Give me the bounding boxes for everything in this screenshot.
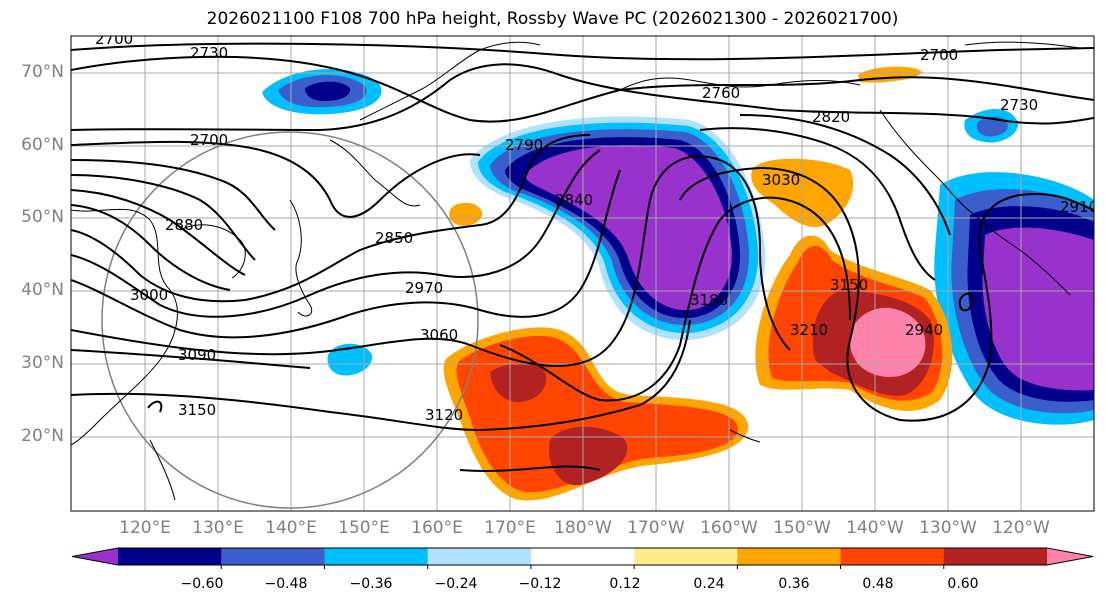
contour-labels: 2700 2730 2700 2760 2820 2700 2730 2790 … [95, 30, 1098, 424]
colorbar-bin [634, 548, 738, 565]
contour-label: 2820 [812, 108, 850, 126]
colorbar-tick-label: −0.24 [434, 576, 478, 592]
contour-label: 3150 [830, 276, 868, 294]
colorbar-bin [840, 548, 945, 565]
contour-label: 3120 [425, 406, 463, 424]
contour-label: 3060 [420, 326, 458, 344]
colorbar-tick-label: −0.48 [264, 576, 308, 592]
contour-label: 2850 [375, 229, 413, 247]
colorbar-bin [427, 548, 532, 565]
lat-label: 20°N [21, 426, 64, 446]
lon-label: 120°W [992, 518, 1050, 538]
colorbar-bin [221, 548, 325, 565]
colorbar-extend-low [72, 548, 118, 565]
colorbar-bin [530, 548, 635, 565]
colorbar-extend-high [1047, 548, 1093, 565]
colorbar-bin [943, 548, 1048, 565]
contour-label: 3090 [178, 346, 216, 364]
contour-label: 2700 [190, 131, 228, 149]
lon-label: 130°E [192, 518, 244, 538]
contour-label: 3150 [178, 401, 216, 419]
lon-label: 170°E [484, 518, 536, 538]
lon-label: 160°E [411, 518, 463, 538]
colorbar-tick-label: −0.36 [349, 576, 393, 592]
lat-label: 40°N [21, 280, 64, 300]
colorbar-bin [324, 548, 429, 565]
colorbar [71, 547, 1094, 569]
lon-label: 180°W [554, 518, 612, 538]
chart-title: 2026021100 F108 700 hPa height, Rossby W… [206, 9, 899, 29]
contour-label: 2760 [702, 84, 740, 102]
lon-label: 150°E [338, 518, 390, 538]
lat-label: 50°N [21, 207, 64, 227]
contour-label: 2730 [1000, 96, 1038, 114]
colorbar-tick-label: −0.12 [518, 576, 562, 592]
contour-label: 3180 [690, 291, 728, 309]
contour-label: 2700 [95, 30, 133, 48]
contour-label: 2970 [405, 279, 443, 297]
lon-label: 170°W [627, 518, 685, 538]
lon-label: 130°W [919, 518, 977, 538]
colorbar-tick-label: −0.60 [180, 576, 224, 592]
contour-label: 2700 [920, 46, 958, 64]
colorbar-tick-label: 0.48 [862, 576, 894, 592]
lon-label: 160°W [700, 518, 758, 538]
colorbar-tick-label: 0.60 [947, 576, 979, 592]
contour-label: 2910 [1060, 198, 1098, 216]
coastlines [71, 41, 1081, 501]
contour-label: 2940 [905, 321, 943, 339]
lat-label: 30°N [21, 353, 64, 373]
contour-label: 3030 [762, 171, 800, 189]
colorbar-bin [737, 548, 842, 565]
contour-label: 3210 [790, 321, 828, 339]
graticule [71, 36, 1094, 511]
map-frame [70, 35, 1095, 512]
lon-label: 120°E [119, 518, 171, 538]
height-contours [71, 42, 1094, 473]
colorbar-bin [118, 548, 222, 565]
lat-label: 70°N [21, 62, 64, 82]
lat-label: 60°N [21, 135, 64, 155]
lon-label: 140°E [265, 518, 317, 538]
contour-label: 2840 [555, 191, 593, 209]
colorbar-tick-label: 0.24 [693, 576, 725, 592]
contour-label: 2730 [190, 44, 228, 62]
contour-label: 3000 [130, 286, 168, 304]
contour-label: 2880 [165, 216, 203, 234]
colorbar-outline [71, 547, 1094, 566]
lon-label: 140°W [846, 518, 904, 538]
contour-label: 2790 [505, 136, 543, 154]
colorbar-tick-label: 0.36 [778, 576, 810, 592]
region-circle [101, 131, 479, 509]
colorbar-tick-label: 0.12 [609, 576, 641, 592]
lon-label: 150°W [773, 518, 831, 538]
